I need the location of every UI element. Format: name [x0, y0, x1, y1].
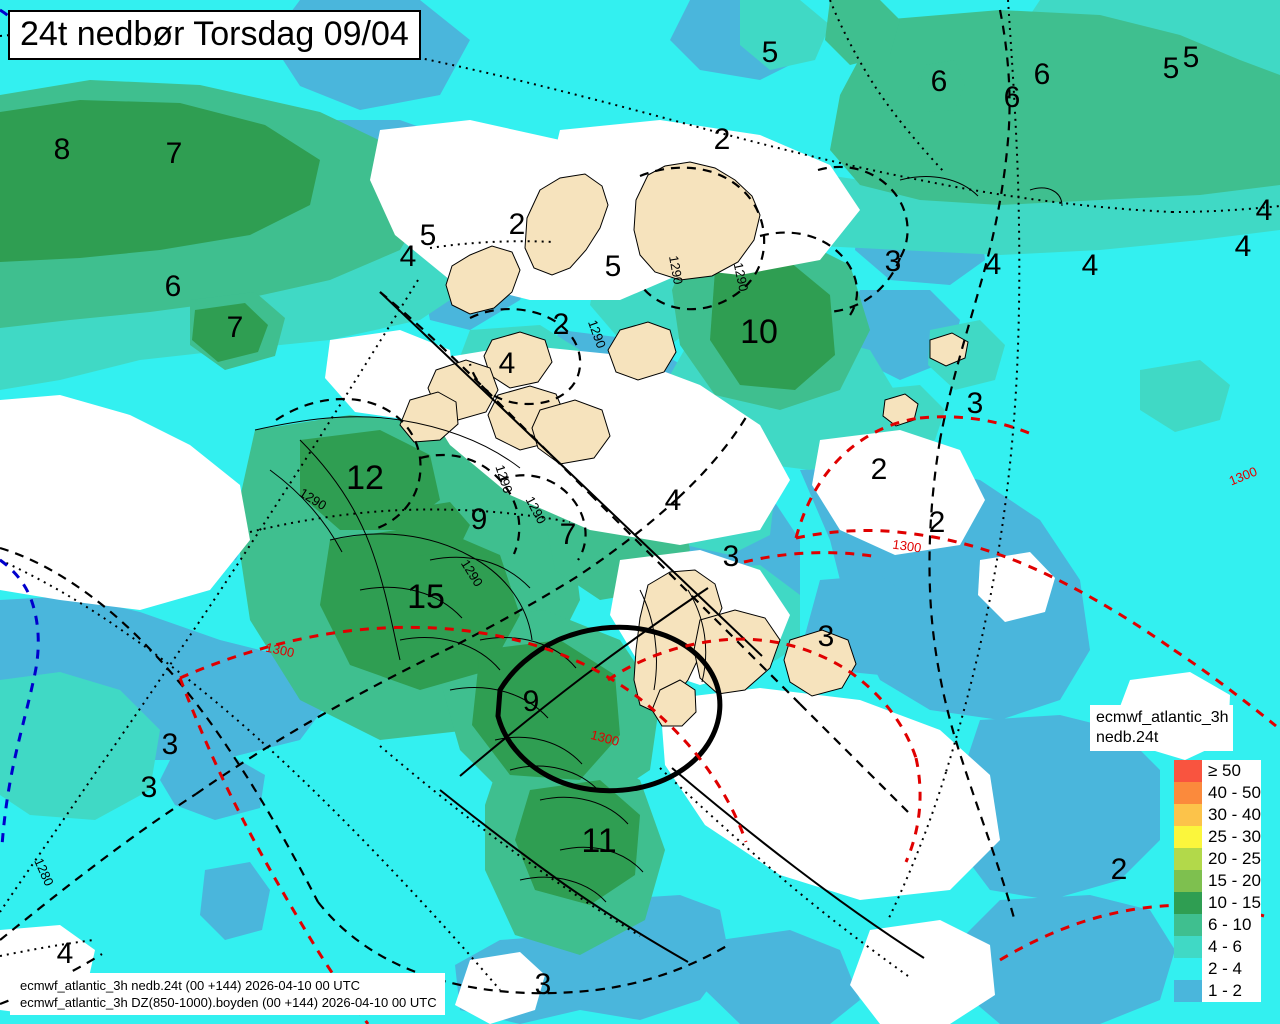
legend-row: 20 - 25 [1174, 848, 1261, 870]
legend-swatch [1174, 782, 1202, 804]
legend-swatch [1174, 804, 1202, 826]
legend-row: 30 - 40 [1174, 804, 1261, 826]
legend-swatch [1174, 870, 1202, 892]
legend-row: ≥ 50 [1174, 760, 1261, 782]
legend-title-line2: nedb.24t [1096, 729, 1159, 746]
legend-row: 2 - 4 [1174, 958, 1261, 980]
legend-row: 1 - 2 [1174, 980, 1261, 1002]
legend-range-label: 20 - 25 [1208, 849, 1261, 868]
country-border-highlight [495, 624, 723, 794]
legend-row: 4 - 6 [1174, 936, 1261, 958]
national-border [379, 291, 925, 963]
legend-row: 40 - 50 [1174, 782, 1261, 804]
legend-row: 6 - 10 [1174, 914, 1261, 936]
contour-1290 [0, 9, 1016, 1006]
legend-swatch [1174, 914, 1202, 936]
legend-range-label: ≥ 50 [1208, 761, 1241, 780]
contour-1300 [178, 415, 1277, 1024]
legend-swatch [1174, 936, 1202, 958]
legend-range-label: 4 - 6 [1208, 937, 1243, 956]
legend-swatch [1174, 760, 1202, 782]
legend-row: 25 - 30 [1174, 826, 1261, 848]
legend-color-scale: ≥ 50 40 - 50 30 - 40 25 - 30 20 - 25 15 - 20 1… [1174, 760, 1261, 1002]
legend-swatch [1174, 826, 1202, 848]
legend-range-label: 10 - 15 [1208, 893, 1261, 912]
legend-swatch [1174, 892, 1202, 914]
legend-swatch [1174, 848, 1202, 870]
legend-range-label: 15 - 20 [1208, 871, 1261, 890]
footer-metadata: ecmwf_atlantic_3h nedb.24t (00 +144) 202… [10, 973, 445, 1015]
legend-range-label: 25 - 30 [1208, 827, 1261, 846]
legend-range-label: 30 - 40 [1208, 805, 1261, 824]
legend-range-label: 2 - 4 [1208, 959, 1243, 978]
contour-1280 [0, 8, 40, 847]
footer-line-2: ecmwf_atlantic_3h DZ(850-1000).boyden (0… [20, 995, 437, 1010]
page-title: 24t nedbør Torsdag 09/04 [8, 10, 421, 60]
legend-swatch [1174, 958, 1202, 980]
legend-title: ecmwf_atlantic_3h nedb.24t [1090, 705, 1233, 751]
band-10-15 [0, 100, 835, 905]
legend-row: 15 - 20 [1174, 870, 1261, 892]
legend-range-label: 40 - 50 [1208, 783, 1261, 802]
legend-swatch [1174, 980, 1202, 1002]
legend-row: 10 - 15 [1174, 892, 1261, 914]
legend-range-label: 1 - 2 [1208, 981, 1243, 1000]
legend-title-line1: ecmwf_atlantic_3h [1096, 709, 1229, 726]
legend-range-label: 6 - 10 [1208, 915, 1252, 934]
footer-line-1: ecmwf_atlantic_3h nedb.24t (00 +144) 202… [20, 978, 361, 993]
